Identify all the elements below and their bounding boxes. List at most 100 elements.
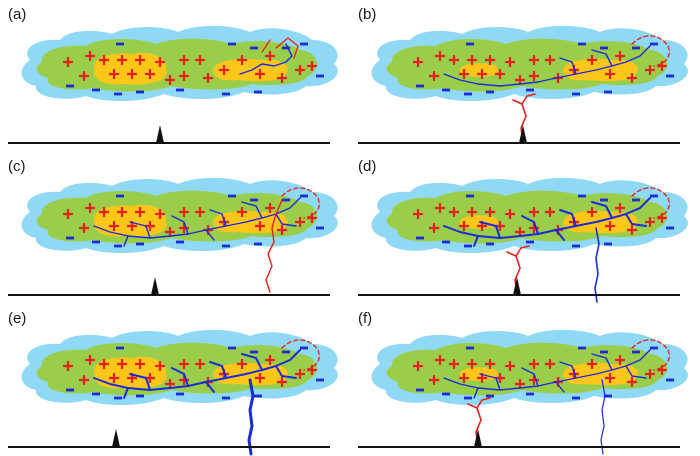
plus-icon: [459, 221, 469, 231]
panel-e: (e): [0, 304, 350, 456]
plus-icon: [155, 57, 165, 67]
plus-icon: [85, 355, 95, 365]
panel-d: (d): [350, 152, 700, 304]
charge-core: [459, 363, 638, 386]
negative-leader-channel: [205, 229, 215, 241]
plus-icon: [265, 203, 275, 213]
negative-leader-channel: [559, 57, 577, 75]
plus-icon: [85, 51, 95, 61]
plus-icon: [645, 65, 655, 75]
plus-icon: [429, 375, 439, 385]
negative-leader-channel: [129, 221, 151, 239]
plus-icon: [529, 55, 539, 65]
negative-leader-channel: [275, 213, 297, 227]
plus-icon: [587, 55, 597, 65]
plus-icon: [449, 207, 459, 217]
plus-icon: [529, 359, 539, 369]
plus-icon: [615, 355, 625, 365]
plus-icon: [155, 209, 165, 219]
plus-icon: [117, 55, 127, 65]
negative-leader-channel: [625, 365, 647, 379]
diagram-svg: [8, 329, 338, 456]
plus-icon: [615, 51, 625, 61]
plus-icon: [63, 57, 73, 67]
tower-icon: [156, 125, 164, 143]
plus-icon: [645, 217, 655, 227]
plus-icon: [587, 359, 597, 369]
diagram-svg: [358, 177, 688, 303]
plus-icon: [545, 207, 555, 217]
tower-icon: [112, 429, 120, 447]
plus-icon: [265, 355, 275, 365]
plus-icon: [485, 207, 495, 217]
negative-leader-channel: [559, 209, 577, 227]
tower-icon: [151, 277, 159, 295]
plus-icon: [449, 55, 459, 65]
panel-label: (f): [358, 310, 373, 327]
positive-leader-channel: [261, 39, 271, 53]
negative-leader-channel: [209, 209, 227, 227]
plus-icon: [135, 55, 145, 65]
plus-icon: [295, 217, 305, 227]
plus-icon: [657, 61, 667, 71]
plus-icon: [529, 71, 539, 81]
negative-leader-channel: [205, 381, 215, 393]
plus-icon: [203, 73, 213, 83]
plus-icon: [79, 375, 89, 385]
plus-icon: [587, 207, 597, 217]
plus-icon: [467, 359, 477, 369]
plus-icon: [657, 365, 667, 375]
plus-icon: [467, 207, 477, 217]
plus-icon: [265, 51, 275, 61]
plus-icon: [627, 73, 637, 83]
plus-icon: [155, 361, 165, 371]
plus-icon: [449, 359, 459, 369]
negative-leader-channel: [555, 229, 565, 241]
plus-icon: [307, 365, 317, 375]
plus-icon: [145, 69, 155, 79]
plus-icon: [127, 69, 137, 79]
panel-label: (d): [358, 158, 377, 175]
charge-core: [459, 211, 638, 234]
negative-leader-channel: [555, 381, 565, 393]
negative-leader-channel: [559, 361, 577, 379]
cloud-group: [371, 177, 688, 303]
plus-icon: [109, 221, 119, 231]
diagram-svg: [8, 177, 338, 296]
downward-negative-leader: [594, 227, 600, 303]
plus-icon: [255, 69, 265, 79]
plus-icon: [605, 69, 615, 79]
plus-icon: [179, 223, 189, 233]
negative-leader-channel: [123, 235, 129, 247]
panel-a: (a): [0, 0, 350, 152]
plus-icon: [85, 203, 95, 213]
dashed-positive-leader: [631, 35, 670, 67]
negative-leader-channel: [241, 201, 263, 219]
plus-icon: [495, 69, 505, 79]
plus-icon: [237, 207, 247, 217]
negative-leader-channel: [473, 387, 479, 399]
plus-icon: [295, 369, 305, 379]
negative-leader-channel: [625, 213, 647, 227]
charge-core: [459, 59, 638, 82]
dashed-positive-leader: [631, 187, 670, 219]
negative-leader-channel: [479, 221, 501, 239]
tower-icon: [513, 277, 521, 295]
cloud-group: [21, 329, 338, 456]
cloud-group: [21, 25, 338, 102]
plus-icon: [459, 373, 469, 383]
plus-icon: [109, 373, 119, 383]
negative-leader-channel: [129, 373, 151, 391]
plus-icon: [117, 359, 127, 369]
plus-icon: [99, 207, 109, 217]
plus-icon: [255, 373, 265, 383]
positive-leader-channel: [275, 37, 299, 59]
plus-icon: [467, 55, 477, 65]
plus-icon: [307, 61, 317, 71]
plus-icon: [135, 207, 145, 217]
panel-f: (f): [350, 304, 700, 456]
negative-leader-channel: [591, 353, 613, 371]
plus-icon: [277, 73, 287, 83]
plus-icon: [459, 69, 469, 79]
plus-icon: [529, 375, 539, 385]
